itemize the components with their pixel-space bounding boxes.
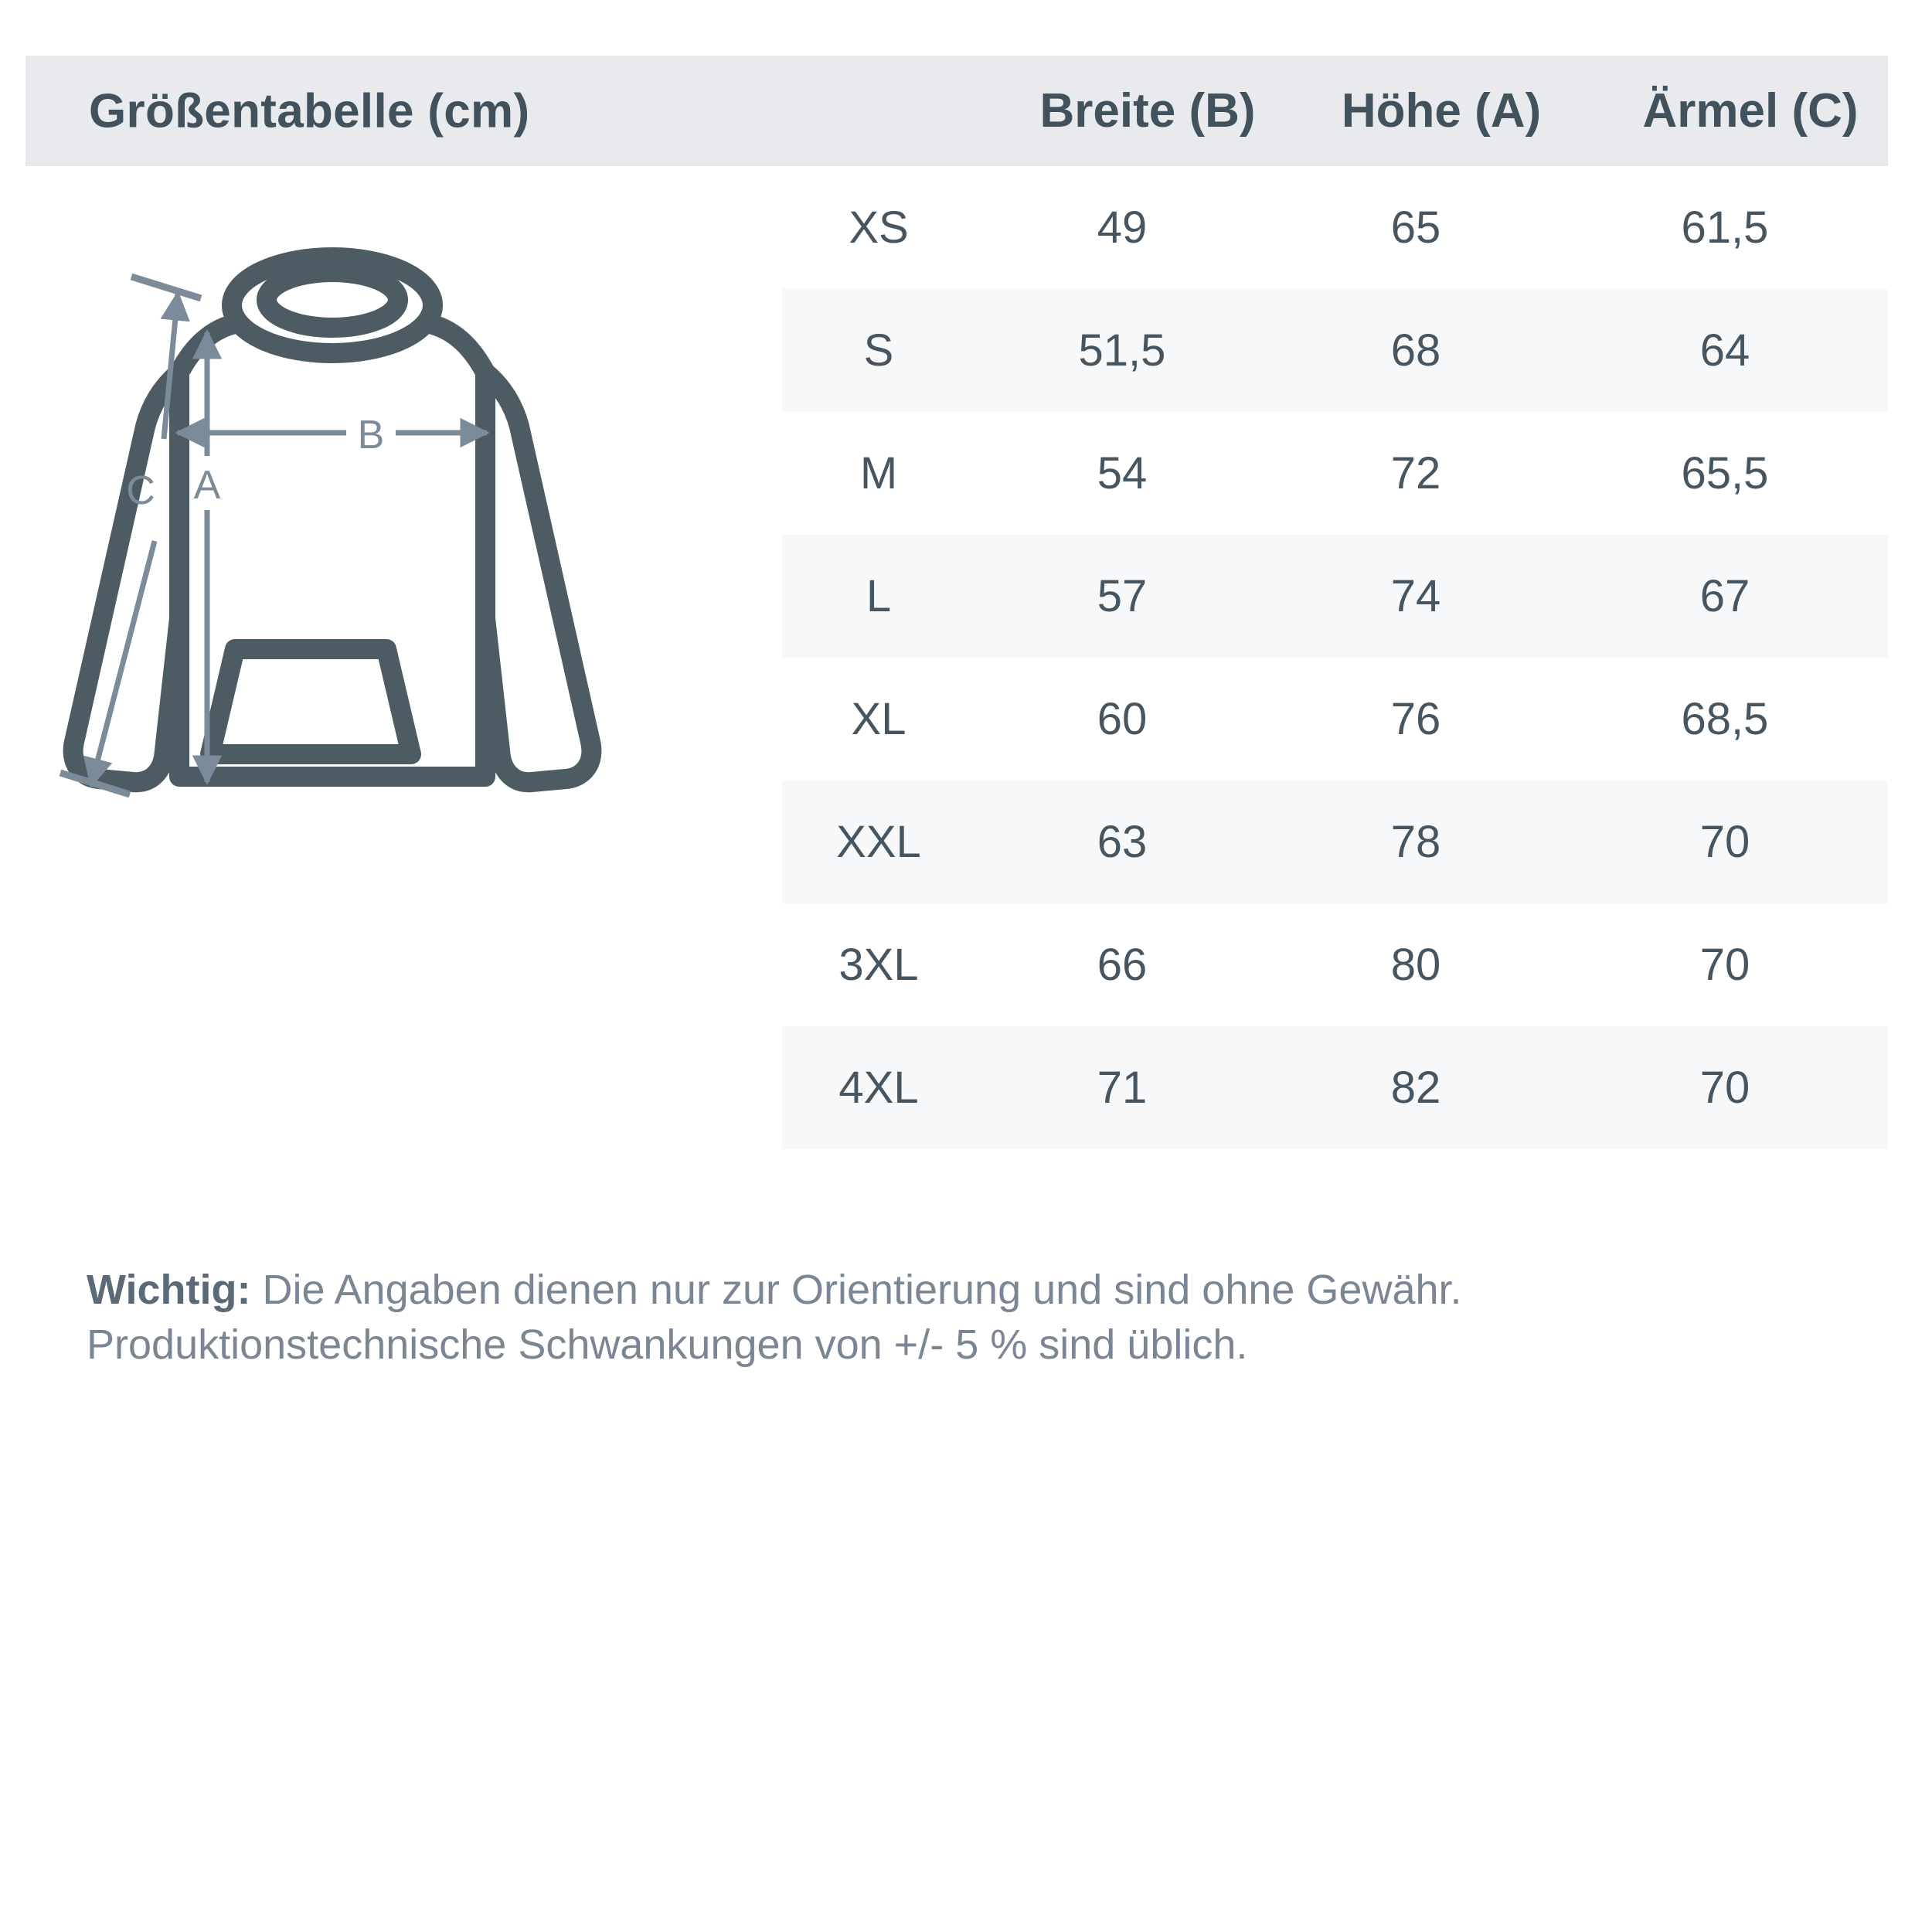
dimension-label-a: A: [194, 463, 221, 508]
table-row: S 51,5 68 64: [782, 289, 1888, 412]
dimension-label-b: B: [358, 413, 385, 457]
cell-aermel: 61,5: [1681, 202, 1769, 253]
cell-aermel: 65,5: [1681, 448, 1769, 498]
table-row: XL 60 76 68,5: [782, 658, 1888, 781]
hoodie-right-sleeve: [475, 362, 602, 793]
cell-size: XS: [849, 202, 909, 253]
cell-size: 3XL: [838, 940, 919, 990]
dimension-annotations: [59, 273, 490, 798]
column-header-row: Breite (B) Höhe (A) Ärmel (C): [808, 56, 1888, 166]
cell-hoehe: 65: [1390, 202, 1441, 253]
cell-size: S: [863, 325, 894, 376]
cell-aermel: 70: [1699, 940, 1750, 990]
cell-breite: 54: [1097, 448, 1148, 498]
table-row: XS 49 65 61,5: [782, 166, 1888, 289]
cell-breite: 60: [1097, 694, 1148, 744]
cell-aermel: 70: [1699, 1063, 1750, 1113]
cell-size: 4XL: [838, 1063, 919, 1113]
hoodie-garment-outline: [63, 247, 602, 793]
cell-hoehe: 80: [1390, 940, 1441, 990]
disclaimer-note: Wichtig: Die Angaben dienen nur zur Orie…: [87, 1263, 1856, 1373]
table-row: M 54 72 65,5: [782, 412, 1888, 535]
cell-size: XXL: [836, 817, 921, 867]
disclaimer-line-1: Die Angaben dienen nur zur Orientierung …: [250, 1267, 1462, 1313]
table-header-band: Größentabelle (cm) Breite (B) Höhe (A) Ä…: [26, 56, 1888, 166]
column-header-breite: Breite (B): [1039, 84, 1256, 138]
cell-hoehe: 68: [1390, 325, 1441, 376]
hood-outer-ring: [222, 247, 443, 363]
hoodie-diagram: A B C: [46, 232, 788, 850]
cell-hoehe: 74: [1390, 571, 1441, 621]
table-row: L 57 74 67: [782, 535, 1888, 658]
cell-aermel: 67: [1699, 571, 1750, 621]
disclaimer-line-2: Produktionstechnische Schwankungen von +…: [87, 1321, 1248, 1369]
table-row: 4XL 71 82 70: [782, 1026, 1888, 1149]
cell-breite: 63: [1097, 817, 1148, 867]
cell-breite: 57: [1097, 571, 1148, 621]
column-header-aermel: Ärmel (C): [1642, 84, 1859, 138]
cell-hoehe: 72: [1390, 448, 1441, 498]
hoodie-left-sleeve: [63, 362, 189, 793]
dimension-c-tick-top: [130, 273, 202, 302]
cell-breite: 71: [1097, 1063, 1148, 1113]
dimension-c-line-top: [160, 291, 190, 440]
cell-breite: 51,5: [1078, 325, 1166, 376]
column-header-size: [808, 56, 1001, 166]
cell-aermel: 64: [1699, 325, 1750, 376]
cell-aermel: 70: [1699, 817, 1750, 867]
cell-size: XL: [851, 694, 906, 744]
size-table-body: XS 49 65 61,5 S 51,5 68 64 M 54 72 65,5 …: [782, 166, 1888, 1149]
hood-inner-opening: [257, 262, 408, 338]
column-header-hoehe: Höhe (A): [1341, 84, 1542, 138]
page-title: Größentabelle (cm): [89, 84, 530, 138]
cell-hoehe: 76: [1390, 694, 1441, 744]
cell-size: L: [866, 571, 892, 621]
cell-breite: 66: [1097, 940, 1148, 990]
dimension-label-c: C: [126, 468, 155, 513]
table-row: 3XL 66 80 70: [782, 903, 1888, 1026]
cell-hoehe: 78: [1390, 817, 1441, 867]
cell-breite: 49: [1097, 202, 1148, 253]
cell-aermel: 68,5: [1681, 694, 1769, 744]
dimension-c: [59, 273, 202, 798]
cell-hoehe: 82: [1390, 1063, 1441, 1113]
dimension-c-line-bottom: [83, 540, 158, 788]
table-row: XXL 63 78 70: [782, 781, 1888, 903]
disclaimer-bold-prefix: Wichtig:: [87, 1267, 251, 1313]
hoodie-pocket: [200, 639, 421, 764]
cell-size: M: [859, 448, 898, 498]
